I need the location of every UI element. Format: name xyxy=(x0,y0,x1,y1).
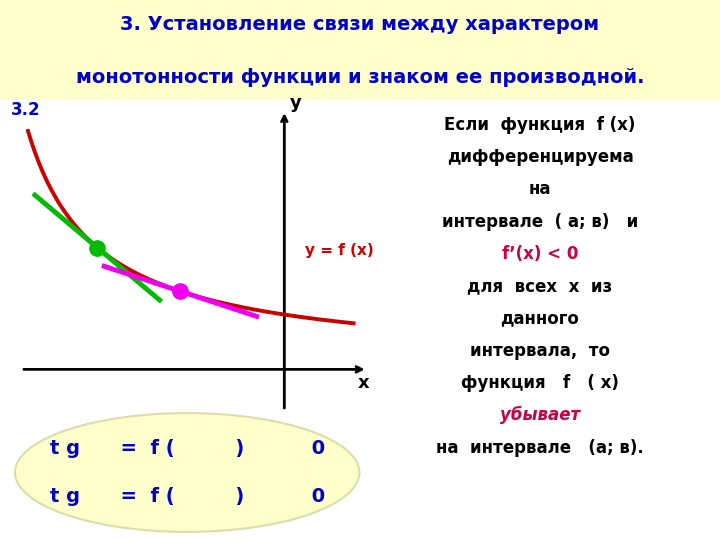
Text: на  интервале   (а; в).: на интервале (а; в). xyxy=(436,438,644,457)
Text: y = f (x): y = f (x) xyxy=(305,244,374,258)
Text: функция   f   ( x): функция f ( x) xyxy=(461,374,619,392)
Text: y: y xyxy=(290,93,302,112)
Text: убывает: убывает xyxy=(500,406,580,424)
Text: t g      =  f (         )          0: t g = f ( ) 0 xyxy=(50,487,325,507)
Text: fʼ(x) < 0: fʼ(x) < 0 xyxy=(502,245,578,263)
Text: дифференцируема: дифференцируема xyxy=(446,148,634,166)
Text: интервале  ( а; в)   и: интервале ( а; в) и xyxy=(442,213,638,231)
Text: данного: данного xyxy=(500,309,580,327)
Text: монотонности функции и знаком ее производной.: монотонности функции и знаком ее произво… xyxy=(76,69,644,87)
Text: на: на xyxy=(528,180,552,198)
Text: интервала,  то: интервала, то xyxy=(470,342,610,360)
Ellipse shape xyxy=(15,413,359,532)
Text: Если  функция  f (x): Если функция f (x) xyxy=(444,116,636,134)
Text: 3. Установление связи между характером: 3. Установление связи между характером xyxy=(120,16,600,35)
Text: x: x xyxy=(358,374,370,391)
Text: для  всех  x  из: для всех x из xyxy=(467,277,613,295)
Text: 3.2: 3.2 xyxy=(11,102,40,119)
Text: t g      =  f (         )          0: t g = f ( ) 0 xyxy=(50,438,325,458)
